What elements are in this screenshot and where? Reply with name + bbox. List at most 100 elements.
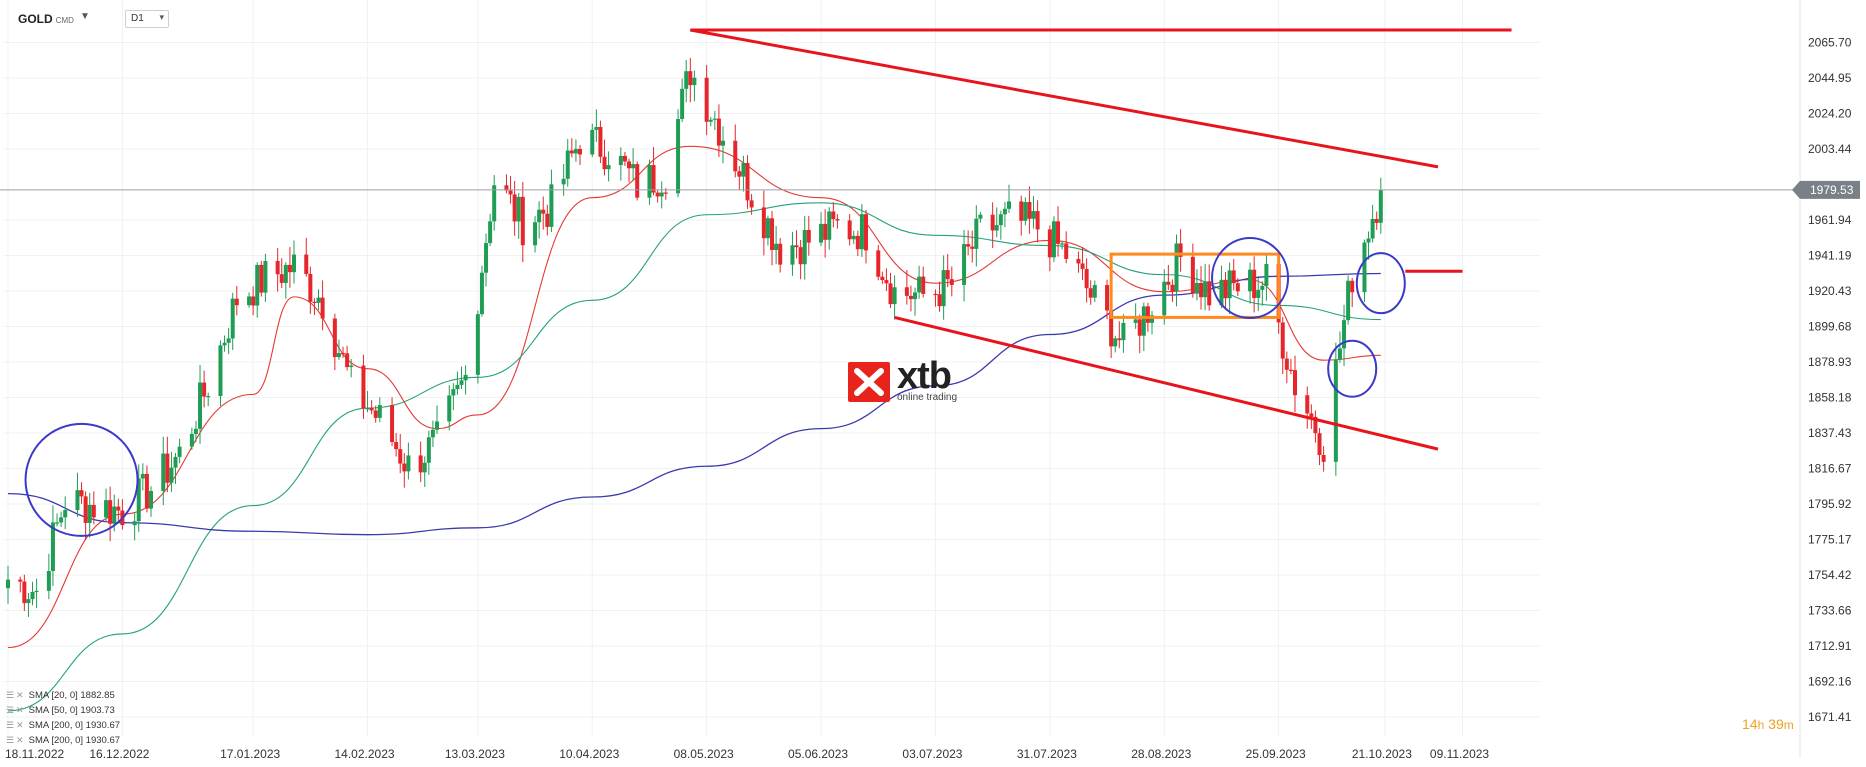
candle-body	[251, 296, 256, 306]
candle-body	[377, 404, 382, 418]
candle-body	[651, 165, 656, 193]
candle-body	[606, 165, 611, 170]
price-tick-label: 1858.18	[1808, 390, 1852, 404]
candle-body	[974, 218, 979, 249]
candle-body	[1293, 370, 1297, 396]
candle-body	[1166, 281, 1171, 285]
candle-body	[177, 446, 182, 457]
candle-body	[345, 353, 350, 368]
symbol-selector[interactable]: GOLD CMD	[18, 12, 74, 26]
candle-body	[1317, 433, 1322, 455]
candle-body	[1133, 319, 1138, 323]
candle-body	[275, 260, 280, 275]
candle-body	[479, 272, 484, 315]
candle-body	[1219, 279, 1224, 306]
candle-body	[716, 118, 721, 146]
candle-body	[1321, 454, 1326, 462]
candle-body	[884, 280, 889, 284]
legend-item-sma200[interactable]: ☰ ✕ SMA [200, 0] 1930.67	[6, 718, 120, 733]
indicator-settings-icon[interactable]: ☰	[6, 690, 15, 700]
candle-body	[332, 318, 337, 358]
candle-body	[435, 421, 439, 430]
candle-body	[635, 164, 640, 198]
close-icon[interactable]: ✕	[16, 720, 24, 730]
legend-label: SMA [200, 0] 1930.67	[28, 720, 121, 731]
candle-body	[1035, 211, 1040, 230]
consolidation-box	[1109, 252, 1281, 319]
candle-body	[112, 506, 117, 524]
close-icon[interactable]: ✕	[16, 735, 24, 745]
sma-200-line	[7, 272, 1381, 536]
logo-brand: xtb	[897, 355, 952, 397]
candle-body	[1309, 413, 1314, 417]
candle-body	[721, 140, 725, 146]
candle-body	[104, 500, 109, 518]
candle-body	[193, 428, 198, 434]
candle-body	[218, 345, 223, 397]
candle-body	[1145, 306, 1150, 323]
candle-body	[83, 496, 88, 523]
candle-body	[684, 71, 689, 89]
highlight-circle	[1327, 339, 1378, 398]
indicator-settings-icon[interactable]: ☰	[6, 720, 15, 730]
candle-body	[904, 287, 909, 296]
candle-body	[1256, 289, 1261, 298]
candle-body	[1178, 243, 1183, 257]
candle-body	[594, 126, 599, 130]
legend-item-sma50[interactable]: ☰ ✕ SMA [50, 0] 1903.73	[6, 703, 120, 718]
candle-body	[835, 219, 840, 221]
candle-body	[676, 119, 681, 194]
trend-line	[894, 315, 1439, 451]
candle-body	[647, 165, 652, 198]
legend-item-sma200-b[interactable]: ☰ ✕ SMA [200, 0] 1930.67	[6, 733, 120, 748]
candle-body	[304, 254, 309, 274]
highlight-circle	[1355, 252, 1406, 315]
candle-body	[708, 119, 713, 122]
candle-body	[59, 517, 64, 523]
close-icon[interactable]: ✕	[16, 705, 24, 715]
candle-body	[1023, 201, 1028, 221]
candle-body	[908, 295, 913, 300]
timeframe-select[interactable]: D1 ▾	[125, 10, 169, 28]
candle-body	[1350, 280, 1355, 293]
candle-body	[1088, 288, 1093, 298]
candle-body	[1288, 369, 1293, 371]
candle-body	[1231, 270, 1236, 284]
candle-body	[1313, 416, 1318, 434]
indicator-settings-icon[interactable]: ☰	[6, 735, 15, 745]
candle-body	[308, 273, 313, 302]
candle-body	[565, 150, 570, 179]
candle-body	[680, 88, 685, 120]
candle-body	[855, 235, 860, 250]
candle-body	[1174, 243, 1179, 292]
candle-body	[962, 244, 967, 285]
candle-body	[794, 245, 799, 248]
close-icon[interactable]: ✕	[16, 690, 24, 700]
candle-body	[1342, 320, 1347, 349]
candle-body	[847, 220, 852, 240]
candle-body	[1141, 306, 1146, 336]
candle-body	[140, 473, 145, 479]
legend-item-sma20[interactable]: ☰ ✕ SMA [20, 0] 1882.85	[6, 688, 120, 703]
price-tick-label: 1692.16	[1808, 675, 1852, 689]
candle-body	[202, 382, 207, 397]
candle-body	[1150, 315, 1154, 323]
candle-body	[765, 218, 770, 239]
moving-averages	[7, 145, 1381, 712]
candle-body	[1203, 281, 1208, 298]
candle-body	[1235, 283, 1240, 292]
price-axis: 2065.70 2044.95 2024.20 2003.44 1961.94 1941.…	[1808, 35, 1852, 724]
time-tick-label: 25.09.2023	[1246, 747, 1306, 761]
time-tick-label: 14.02.2023	[335, 747, 395, 761]
time-tick-label: 18.11.2022	[5, 747, 64, 761]
candle-body	[1248, 269, 1253, 292]
indicator-settings-icon[interactable]: ☰	[6, 705, 15, 715]
price-tick-label: 2044.95	[1808, 71, 1852, 85]
candle-body	[823, 223, 828, 240]
candle-body	[537, 209, 542, 223]
candle-body	[451, 389, 456, 396]
candle-body	[602, 156, 607, 170]
candle-body	[34, 590, 39, 593]
chevron-down-icon[interactable]: ▼	[80, 11, 90, 22]
